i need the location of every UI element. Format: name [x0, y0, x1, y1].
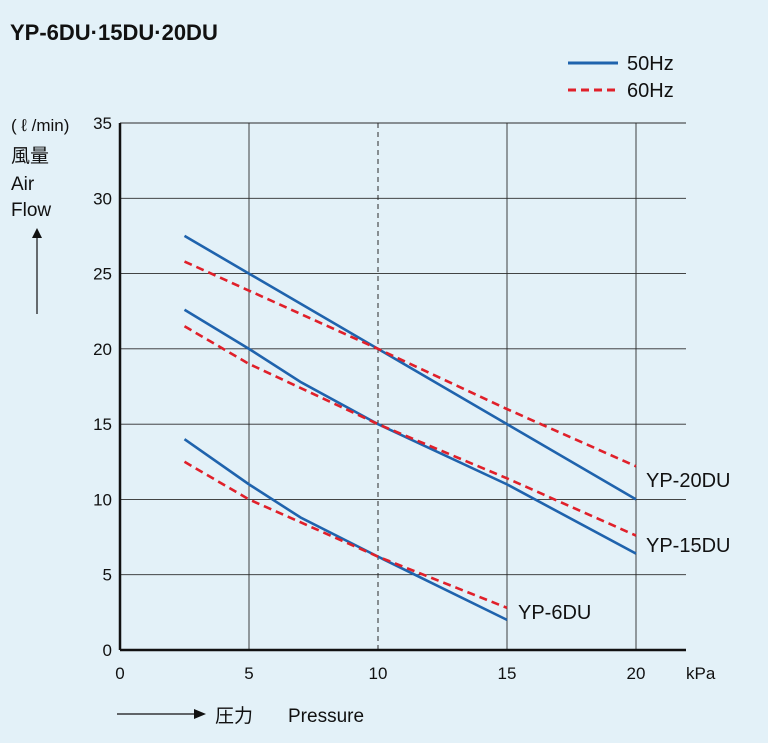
- y-tick-label: 0: [103, 641, 112, 660]
- y-unit-label: ( ℓ /min): [11, 116, 69, 135]
- x-label-en: Pressure: [288, 706, 364, 727]
- y-tick-label: 35: [93, 114, 112, 133]
- x-tick-label: 0: [115, 664, 124, 683]
- series-line-yp-15du-60hz: [183, 325, 637, 537]
- legend-50hz-label: 50Hz: [627, 53, 674, 75]
- y-label-ja: 風量: [11, 146, 49, 167]
- y-tick-label: 25: [93, 265, 112, 284]
- y-tick-label: 30: [93, 189, 112, 208]
- y-arrow-icon: [32, 228, 42, 314]
- legend: 50Hz 60Hz: [568, 53, 674, 102]
- model-label-yp-15du: YP-15DU: [646, 535, 730, 557]
- y-tick-label: 10: [93, 490, 112, 509]
- series-line-yp-6du-60hz: [183, 460, 508, 610]
- legend-60hz-label: 60Hz: [627, 80, 674, 102]
- y-tick-label: 5: [103, 566, 112, 585]
- model-label-yp-6du: YP-6DU: [518, 602, 591, 624]
- x-label-ja: 圧力: [215, 705, 253, 727]
- x-arrow-icon: [117, 709, 206, 719]
- series-line-yp-6du-50hz: [183, 438, 508, 622]
- y-label-air: Air: [11, 174, 35, 195]
- series-line-yp-15du-50hz: [183, 308, 637, 555]
- chart-title: YP-6DU·15DU·20DU: [10, 20, 218, 45]
- model-label-yp-20du: YP-20DU: [646, 470, 730, 492]
- x-tick-label: 20: [627, 664, 646, 683]
- y-tick-label: 15: [93, 415, 112, 434]
- y-tick-label: 20: [93, 340, 112, 359]
- x-unit-label: kPa: [686, 664, 716, 683]
- y-label-flow: Flow: [11, 200, 51, 221]
- x-tick-label: 15: [498, 664, 517, 683]
- x-tick-label: 5: [244, 664, 253, 683]
- series-line-yp-20du-50hz: [183, 234, 637, 501]
- series-line-yp-20du-60hz: [183, 260, 637, 468]
- x-tick-label: 10: [369, 664, 388, 683]
